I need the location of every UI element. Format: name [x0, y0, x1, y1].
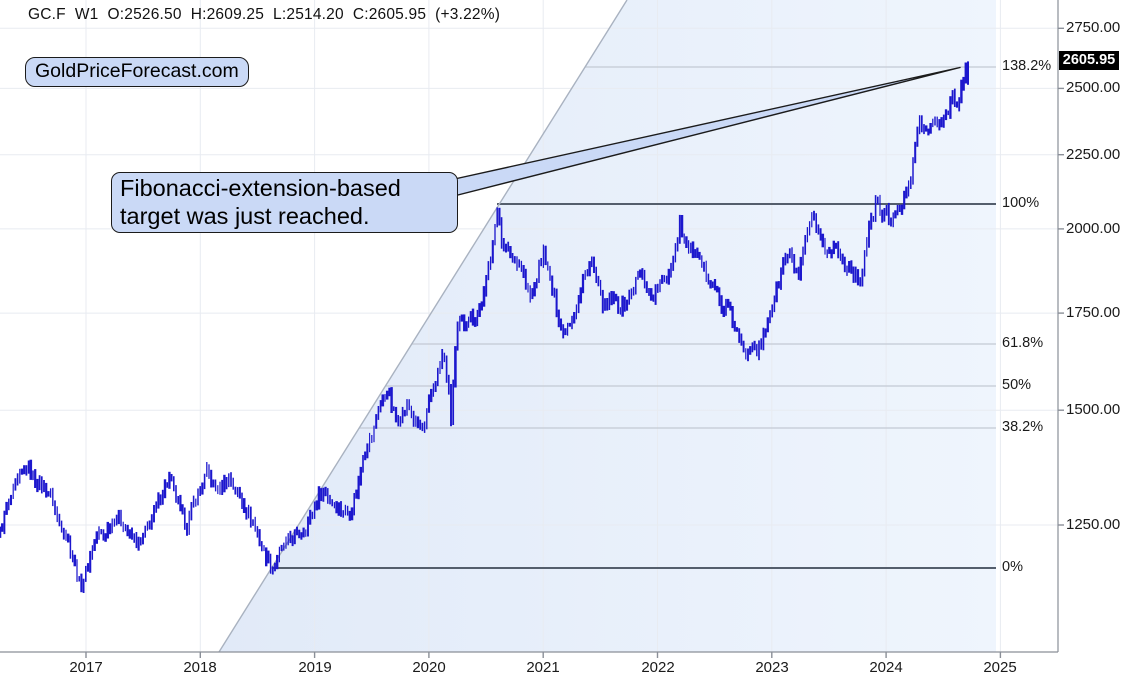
- fib-level-label: 61.8%: [1002, 335, 1044, 351]
- last-price-tag: 2605.95: [1059, 51, 1119, 70]
- x-axis-label: 2022: [641, 659, 675, 676]
- y-axis-label: 1750.00: [1066, 304, 1121, 321]
- annotation-line-1: Fibonacci-extension-based: [120, 175, 401, 201]
- y-axis-label: 2250.00: [1066, 146, 1121, 163]
- annotation-line-2: target was just reached.: [120, 203, 370, 229]
- fib-level-label: 100%: [1002, 195, 1040, 211]
- fib-level-label: 138.2%: [1002, 58, 1052, 74]
- y-axis-label: 1500.00: [1066, 401, 1121, 418]
- x-axis-label: 2025: [983, 659, 1017, 676]
- watermark-badge: GoldPriceForecast.com: [25, 57, 249, 87]
- watermark-text: GoldPriceForecast.com: [35, 60, 239, 82]
- x-axis-label: 2018: [183, 659, 217, 676]
- y-axis-label: 1250.00: [1066, 516, 1121, 533]
- y-axis-label: 2500.00: [1066, 79, 1121, 96]
- annotation-callout: Fibonacci-extension-based target was jus…: [111, 172, 458, 233]
- x-axis-label: 2017: [69, 659, 103, 676]
- fib-level-label: 38.2%: [1002, 419, 1044, 435]
- x-axis-label: 2020: [412, 659, 446, 676]
- x-axis-label: 2023: [755, 659, 789, 676]
- y-axis-label: 2000.00: [1066, 220, 1121, 237]
- fib-level-label: 0%: [1002, 559, 1023, 575]
- x-axis-label: 2024: [869, 659, 903, 676]
- y-axis-label: 2750.00: [1066, 19, 1121, 36]
- ohlc-status-line: GC.F W1 O:2526.50 H:2609.25 L:2514.20 C:…: [28, 6, 501, 23]
- x-axis-label: 2019: [298, 659, 332, 676]
- fib-level-label: 50%: [1002, 377, 1032, 393]
- x-axis-label: 2021: [526, 659, 560, 676]
